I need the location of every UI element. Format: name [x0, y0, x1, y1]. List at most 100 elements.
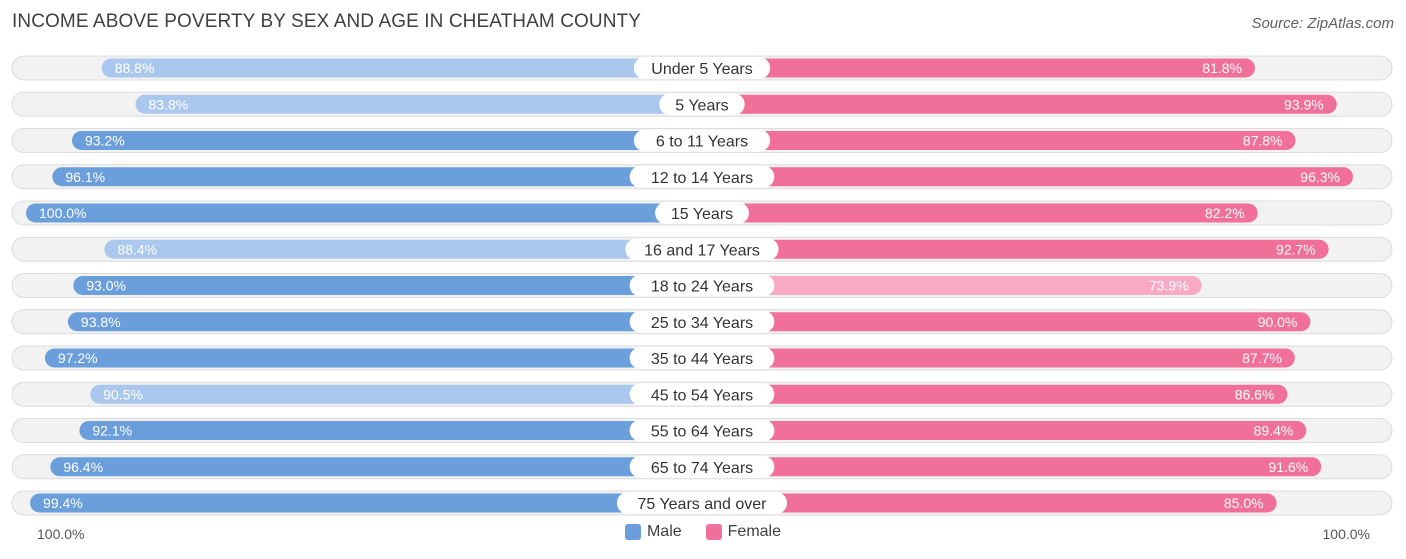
male-value-label: 99.4%: [43, 495, 83, 511]
female-value-label: 81.8%: [1202, 60, 1242, 76]
female-bar: [702, 348, 1295, 368]
male-value-label: 88.4%: [117, 241, 157, 257]
male-bar: [104, 239, 702, 259]
category-label: 75 Years and over: [638, 496, 768, 513]
male-value-label: 88.8%: [115, 60, 155, 76]
female-value-label: 93.9%: [1284, 96, 1324, 112]
legend-label-female: Female: [727, 523, 782, 540]
chart-area: 88.8% 81.8% Under 5 Years 83.8% 93.9% 5 Years…: [11, 55, 1393, 516]
male-bar: [44, 348, 703, 368]
legend-item-female[interactable]: Female: [705, 523, 782, 541]
axis-left-label: 100.0%: [37, 526, 85, 542]
male-bar: [50, 457, 702, 477]
male-bar: [135, 94, 703, 114]
bar-row: 90.5% 86.6% 45 to 54 Years: [11, 381, 1393, 407]
female-value-label: 87.8%: [1243, 133, 1283, 149]
female-value-label: 87.7%: [1242, 350, 1282, 366]
bar-row: 88.8% 81.8% Under 5 Years: [11, 55, 1393, 81]
category-label: 12 to 14 Years: [651, 170, 753, 187]
category-label: 6 to 11 Years: [656, 134, 748, 151]
category-label: 55 to 64 Years: [651, 424, 753, 441]
category-pill: [629, 383, 775, 406]
female-bar: [702, 94, 1337, 114]
female-bar: [702, 384, 1288, 404]
category-pill: [629, 310, 775, 333]
male-value-label: 96.1%: [65, 169, 105, 185]
category-label: 25 to 34 Years: [651, 315, 753, 332]
source-label: Source: ZipAtlas.com: [1251, 15, 1394, 32]
female-value-label: 86.6%: [1235, 386, 1275, 402]
legend-item-male[interactable]: Male: [624, 523, 682, 541]
category-pill: [616, 492, 788, 514]
female-value-label: 96.3%: [1300, 169, 1340, 185]
male-bar: [101, 58, 703, 78]
legend-swatch-male: [624, 524, 641, 540]
female-value-label: 90.0%: [1258, 314, 1298, 330]
male-value-label: 90.5%: [103, 386, 143, 402]
category-label: 5 Years: [675, 97, 728, 114]
bar-row: 96.4% 91.6% 65 to 74 Years: [11, 454, 1393, 480]
male-value-label: 96.4%: [63, 459, 103, 475]
bar-row: 93.8% 90.0% 25 to 34 Years: [11, 309, 1393, 335]
category-label: 15 Years: [671, 206, 733, 223]
female-bar: [702, 239, 1329, 259]
category-pill: [633, 129, 771, 152]
female-bar: [702, 493, 1277, 513]
male-value-label: 92.1%: [92, 423, 132, 439]
female-bar: [702, 203, 1258, 223]
category-label: Under 5 Years: [651, 61, 752, 78]
male-bar: [79, 421, 703, 440]
male-bar: [52, 167, 702, 187]
category-pill: [629, 455, 775, 478]
male-bar: [67, 312, 703, 332]
bar-row: 96.1% 96.3% 12 to 14 Years: [11, 164, 1393, 190]
female-bar: [702, 131, 1296, 150]
male-value-label: 83.8%: [149, 96, 189, 112]
legend-label-male: Male: [646, 523, 682, 540]
male-value-label: 93.2%: [85, 133, 125, 149]
bar-row: 97.2% 87.7% 35 to 44 Years: [11, 345, 1393, 371]
male-value-label: 93.0%: [86, 278, 126, 294]
category-pill: [655, 202, 749, 224]
bar-row: 88.4% 92.7% 16 and 17 Years: [11, 236, 1393, 262]
category-pill: [629, 165, 775, 188]
bar-row: 99.4% 85.0% 75 Years and over: [11, 490, 1393, 516]
female-value-label: 82.2%: [1205, 205, 1245, 221]
female-value-label: 89.4%: [1254, 423, 1294, 439]
male-bar: [71, 131, 702, 150]
bar-row: 93.0% 73.9% 18 to 24 Years: [11, 273, 1393, 298]
female-bar: [702, 457, 1322, 477]
chart-title: INCOME ABOVE POVERTY BY SEX AND AGE IN C…: [12, 11, 642, 32]
legend-swatch-female: [705, 524, 722, 540]
category-label: 45 to 54 Years: [651, 387, 753, 404]
category-pill: [629, 347, 775, 369]
category-label: 35 to 44 Years: [651, 351, 753, 368]
category-pill: [659, 93, 745, 116]
male-bar: [30, 493, 702, 513]
male-value-label: 97.2%: [58, 350, 98, 366]
female-bar: [702, 167, 1353, 187]
female-bar: [702, 58, 1255, 78]
male-bar: [90, 384, 703, 404]
bar-row: 93.2% 87.8% 6 to 11 Years: [11, 128, 1393, 153]
category-pill: [629, 419, 775, 442]
bar-row: 100.0% 82.2% 15 Years: [11, 200, 1393, 226]
female-value-label: 73.9%: [1149, 278, 1189, 294]
category-pill: [625, 238, 779, 261]
female-value-label: 91.6%: [1269, 459, 1309, 475]
category-label: 16 and 17 Years: [644, 242, 760, 259]
male-bar: [73, 276, 702, 295]
category-pill: [633, 57, 771, 79]
female-value-label: 85.0%: [1224, 495, 1264, 511]
male-value-label: 100.0%: [39, 205, 86, 221]
male-bar: [26, 203, 702, 223]
bar-row: 83.8% 93.9% 5 Years: [11, 91, 1393, 117]
category-pill: [629, 274, 775, 297]
female-value-label: 92.7%: [1276, 241, 1316, 257]
legend: Male Female: [0, 523, 1406, 541]
category-label: 65 to 74 Years: [651, 460, 753, 477]
category-label: 18 to 24 Years: [651, 279, 753, 296]
female-bar: [702, 312, 1311, 332]
female-bar: [702, 276, 1202, 295]
axis-right-label: 100.0%: [1322, 526, 1370, 542]
